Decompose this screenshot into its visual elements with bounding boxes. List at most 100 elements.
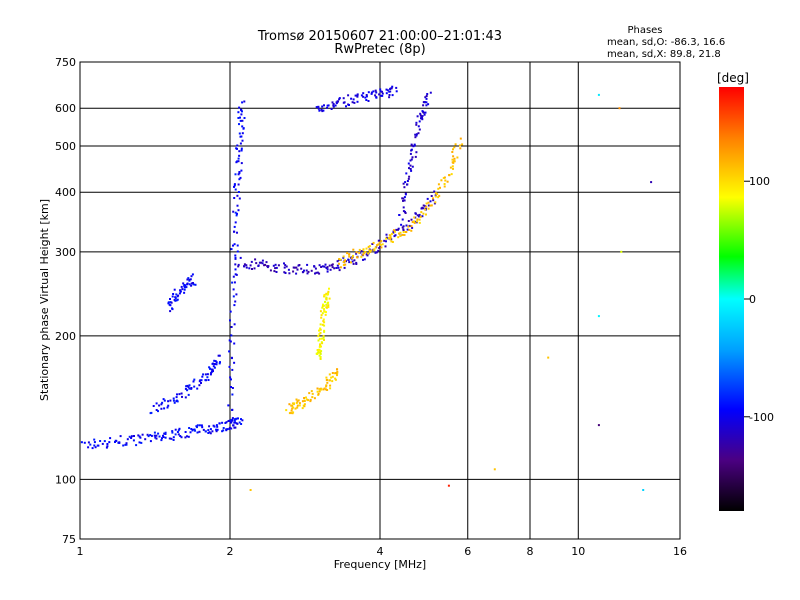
echo-point	[158, 435, 161, 438]
echo-point	[459, 137, 462, 140]
echo-point	[302, 271, 305, 273]
echo-point	[287, 268, 290, 271]
echo-point	[296, 406, 299, 409]
echo-point	[402, 206, 405, 209]
echo-point	[175, 396, 178, 399]
echo-point	[367, 91, 370, 94]
echo-point	[236, 212, 238, 215]
echo-point	[138, 441, 141, 444]
echo-point	[597, 315, 600, 318]
echo-point	[418, 218, 421, 221]
echo-point	[237, 111, 240, 114]
echo-point	[418, 215, 420, 218]
echo-point	[93, 438, 96, 441]
echo-point	[99, 440, 102, 442]
echo-point	[101, 442, 104, 445]
echo-point	[240, 162, 243, 165]
echo-point	[323, 310, 326, 313]
echo-point	[426, 197, 429, 200]
echo-point	[164, 431, 167, 434]
echo-point	[204, 373, 207, 376]
echo-point	[274, 267, 277, 270]
echo-point	[130, 437, 133, 439]
echo-point	[434, 201, 437, 204]
echo-point	[235, 422, 238, 425]
echo-point	[427, 201, 430, 204]
echo-point	[318, 337, 321, 340]
echo-point	[402, 229, 405, 232]
echo-point	[87, 446, 90, 449]
echo-point	[180, 392, 183, 395]
echo-point	[401, 233, 404, 236]
echo-point	[174, 433, 177, 436]
echo-point	[459, 147, 462, 150]
echo-point	[176, 431, 179, 433]
echo-point	[410, 229, 413, 232]
echo-point	[236, 144, 239, 147]
echo-point	[192, 282, 194, 284]
echo-point	[235, 417, 238, 420]
echo-point	[411, 144, 414, 147]
echo-point	[425, 205, 428, 208]
echo-point	[198, 424, 201, 427]
echo-point	[236, 231, 238, 234]
echo-point	[326, 104, 329, 107]
echo-point	[232, 210, 235, 213]
colorbar-tick-label: 0	[749, 293, 756, 306]
echo-point	[186, 278, 189, 281]
echo-point	[408, 175, 411, 178]
echo-point	[415, 151, 418, 154]
echo-point	[415, 133, 418, 136]
echo-point	[318, 351, 321, 354]
echo-point	[329, 387, 332, 390]
echo-point	[642, 489, 645, 491]
echo-point	[401, 197, 404, 200]
x-axis-label: Frequency [MHz]	[334, 558, 426, 571]
echo-point	[427, 204, 430, 207]
echo-point	[352, 98, 355, 101]
echo-point	[232, 424, 235, 427]
echo-point	[147, 435, 150, 438]
echo-point	[239, 135, 242, 138]
echo-point	[336, 374, 338, 377]
echo-point	[360, 94, 363, 97]
echo-point	[293, 266, 296, 269]
echo-point	[415, 123, 418, 126]
echo-point	[218, 422, 221, 425]
echo-point	[208, 425, 211, 428]
echo-point	[146, 433, 149, 436]
echo-point	[196, 431, 199, 434]
echo-point	[157, 410, 159, 413]
echo-point	[347, 258, 350, 261]
echo-point	[198, 380, 201, 383]
echo-point	[321, 323, 324, 326]
echo-point	[230, 386, 232, 388]
echo-point	[295, 266, 298, 269]
echo-point	[234, 263, 237, 266]
echo-point	[237, 117, 240, 119]
echo-point	[229, 310, 232, 313]
echo-point	[434, 192, 437, 195]
echo-point	[399, 231, 402, 234]
echo-point	[245, 266, 248, 269]
echo-point	[233, 225, 236, 228]
echo-point	[149, 440, 152, 443]
grid	[79, 61, 681, 540]
echo-point	[228, 350, 231, 353]
echo-point	[133, 435, 135, 437]
echo-point	[234, 173, 237, 176]
echo-point	[178, 427, 181, 430]
y-tick-labels: 75 100 200 300 400 500 600 750	[55, 56, 76, 546]
echo-point	[362, 253, 365, 256]
echo-point	[228, 426, 231, 429]
echo-point	[174, 428, 177, 431]
echo-point	[430, 204, 433, 207]
echo-point	[403, 196, 406, 199]
echo-point	[237, 183, 240, 186]
echo-point	[404, 231, 407, 233]
echo-point	[277, 264, 280, 267]
echo-point	[401, 226, 404, 229]
echo-point	[385, 240, 387, 243]
echo-point	[237, 263, 240, 266]
echo-point	[401, 218, 404, 221]
